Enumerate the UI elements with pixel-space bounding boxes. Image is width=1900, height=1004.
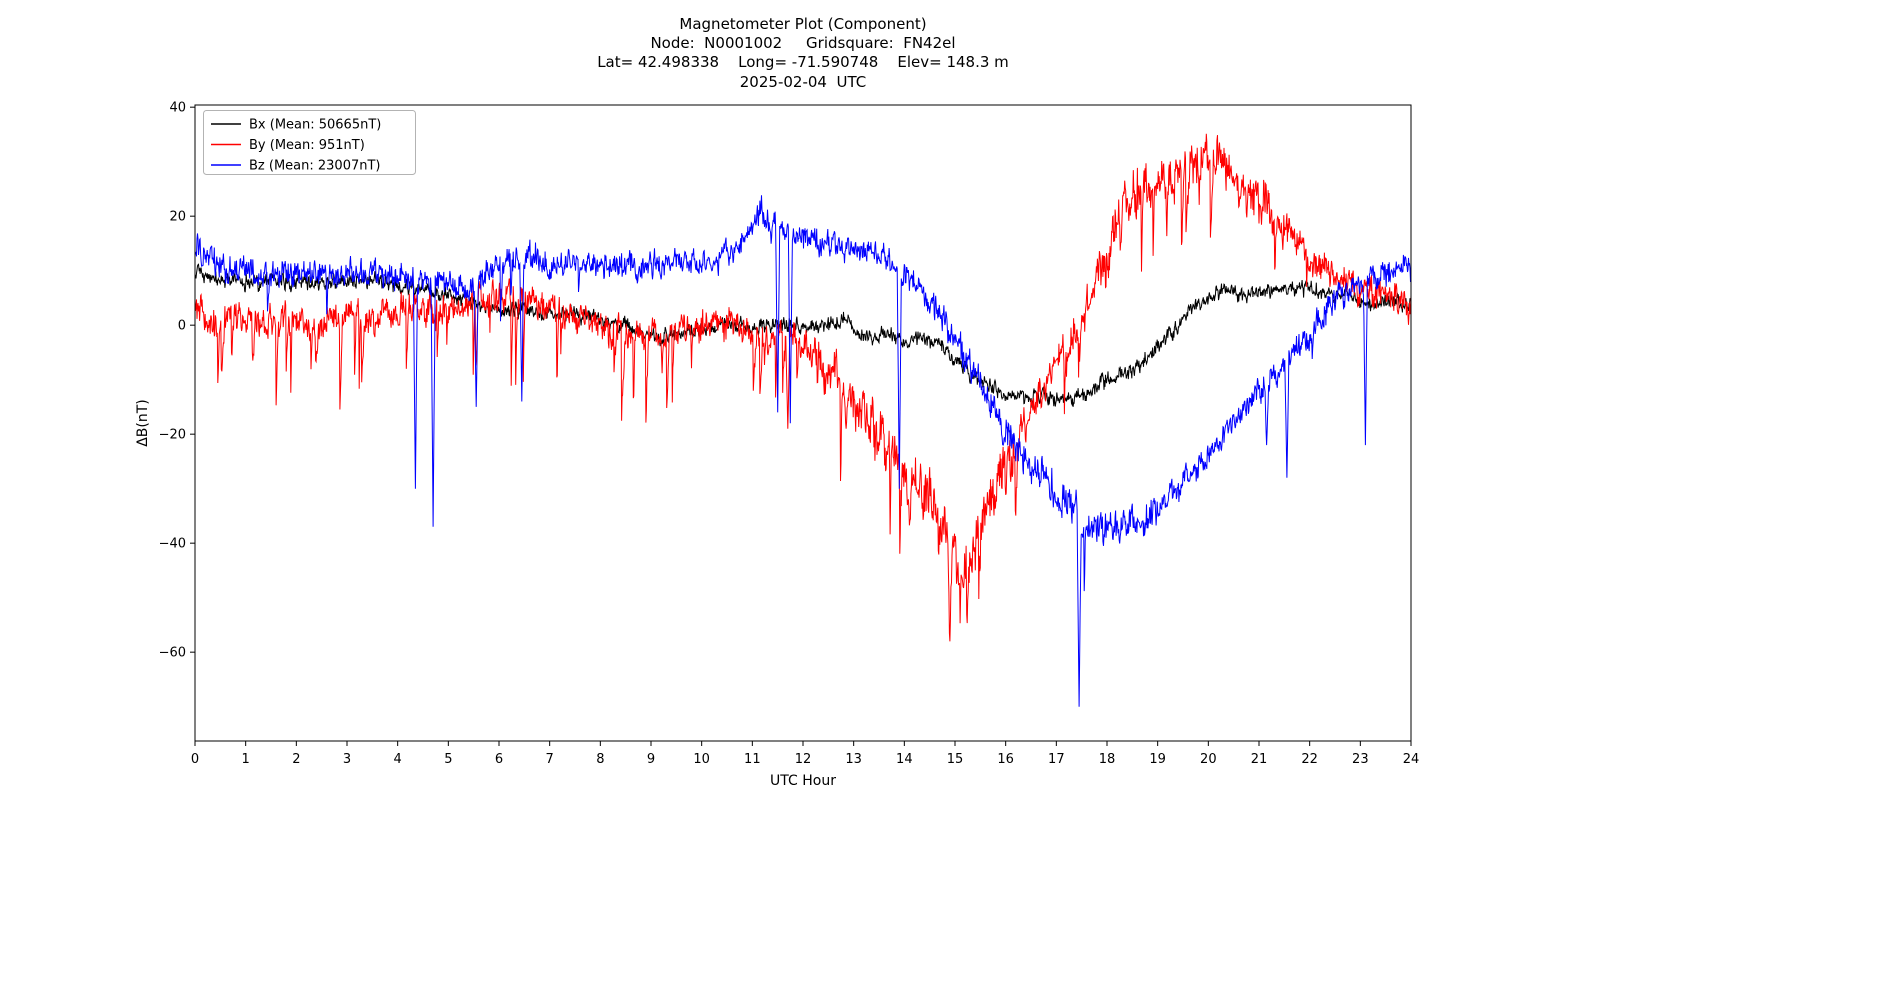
- legend: Bx (Mean: 50665nT) By (Mean: 951nT) Bz (Me…: [203, 110, 416, 175]
- x-tick-label: 21: [1251, 752, 1268, 767]
- x-tick-label: 17: [1048, 752, 1065, 767]
- x-tick-label: 4: [394, 752, 402, 767]
- x-tick-label: 0: [191, 752, 199, 767]
- x-tick-label: 23: [1352, 752, 1369, 767]
- chart-subtitle-date: 2025-02-04 UTC: [740, 73, 866, 91]
- legend-frame: [203, 110, 416, 175]
- y-tick-label: 20: [169, 210, 186, 225]
- y-tick-label: 40: [169, 101, 186, 116]
- series-line-bz: [195, 195, 1411, 707]
- x-tick-label: 5: [444, 752, 452, 767]
- legend-label-bz: Bz (Mean: 23007nT): [249, 159, 381, 174]
- x-tick-label: 8: [596, 752, 604, 767]
- series-line-bx: [195, 263, 1411, 408]
- y-tick-label: −20: [159, 428, 186, 443]
- legend-label-by: By (Mean: 951nT): [249, 138, 365, 153]
- x-tick-label: 2: [292, 752, 300, 767]
- x-tick-label: 11: [744, 752, 761, 767]
- axis-ticks: 0 1 2 3 4 5 6 7 8 9 10 11 12 13 14 15 16 17 18 19 20 21 22 23 24…: [159, 101, 1420, 767]
- chart-subtitle-location: Lat= 42.498338 Long= -71.590748 Elev= 14…: [597, 53, 1009, 71]
- x-tick-label: 13: [845, 752, 862, 767]
- x-tick-label: 1: [242, 752, 250, 767]
- x-tick-label: 18: [1099, 752, 1116, 767]
- legend-label-bx: Bx (Mean: 50665nT): [249, 118, 381, 133]
- x-tick-label: 6: [495, 752, 503, 767]
- plot-frame: [194, 104, 1412, 742]
- y-tick-label: −40: [159, 537, 186, 552]
- y-axis-label: ΔB(nT): [135, 399, 151, 447]
- chart-subtitle-node: Node: N0001002 Gridsquare: FN42el: [650, 34, 955, 52]
- x-tick-label: 9: [647, 752, 655, 767]
- x-tick-label: 12: [795, 752, 812, 767]
- x-tick-label: 16: [997, 752, 1014, 767]
- x-tick-label: 20: [1200, 752, 1217, 767]
- x-tick-label: 24: [1403, 752, 1420, 767]
- x-tick-label: 15: [947, 752, 964, 767]
- y-tick-label: −60: [159, 646, 186, 661]
- x-tick-label: 22: [1301, 752, 1318, 767]
- y-tick-label: 0: [178, 319, 186, 334]
- x-tick-label: 3: [343, 752, 351, 767]
- series-lines: [195, 133, 1411, 707]
- x-tick-label: 14: [896, 752, 913, 767]
- series-line-by: [195, 133, 1411, 642]
- x-tick-label: 10: [693, 752, 710, 767]
- x-tick-label: 7: [546, 752, 554, 767]
- x-tick-label: 19: [1149, 752, 1166, 767]
- x-axis-label: UTC Hour: [770, 773, 836, 789]
- chart-title: Magnetometer Plot (Component): [679, 15, 926, 33]
